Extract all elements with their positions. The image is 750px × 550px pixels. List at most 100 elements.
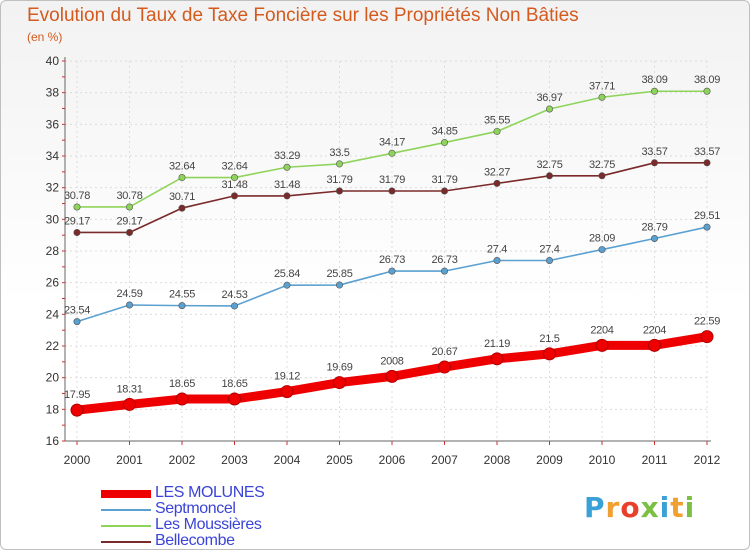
logo-letter: t	[670, 491, 685, 524]
data-label: 35.55	[484, 114, 510, 126]
data-label: 19.69	[326, 362, 352, 374]
data-point	[335, 187, 343, 195]
y-tick-label: 34	[46, 149, 60, 163]
y-tick-label: 36	[46, 117, 60, 131]
logo-letter: x	[640, 491, 660, 524]
data-label: 32.64	[221, 161, 247, 173]
proxiti-logo: Proxiti	[584, 491, 695, 524]
data-label: 32.75	[589, 159, 615, 171]
data-point	[388, 267, 396, 275]
legend-swatch	[101, 490, 151, 498]
data-label: 2204	[643, 324, 666, 336]
data-point	[440, 267, 448, 275]
logo-letter: P	[584, 491, 606, 524]
logo-letter: i	[659, 491, 671, 524]
data-point	[175, 392, 189, 406]
data-point	[493, 127, 501, 135]
data-point	[333, 376, 346, 390]
data-label: 33.29	[274, 150, 300, 162]
x-tick-label: 2004	[274, 453, 301, 467]
data-label: 36.97	[536, 92, 562, 104]
data-label: 34.17	[379, 136, 405, 148]
y-tick-label: 24	[46, 307, 60, 321]
data-label: 38.09	[694, 74, 720, 86]
x-tick-label: 2011	[642, 453, 668, 467]
x-tick-label: 2000	[64, 453, 91, 467]
data-point	[126, 203, 134, 211]
unit-label: (en %)	[27, 30, 63, 44]
data-point	[280, 385, 294, 399]
data-point	[178, 204, 186, 212]
data-point	[703, 87, 711, 95]
data-label: 26.73	[431, 254, 457, 266]
x-tick-label: 2002	[169, 453, 196, 467]
data-point	[545, 105, 553, 113]
data-label: 24.59	[116, 288, 142, 300]
data-point	[440, 139, 448, 147]
data-label: 29.17	[64, 215, 90, 227]
data-label: 33.57	[641, 146, 667, 158]
data-label: 38.09	[641, 74, 667, 86]
x-tick-label: 2001	[116, 453, 143, 467]
x-tick-label: 2008	[484, 453, 511, 467]
data-point	[493, 179, 501, 187]
data-point	[283, 163, 291, 171]
data-point	[438, 360, 451, 374]
data-label: 22.59	[694, 316, 720, 328]
data-point	[126, 301, 134, 309]
data-label: 24.53	[221, 289, 247, 301]
y-tick-label: 32	[46, 181, 60, 195]
data-point	[388, 187, 396, 195]
data-point	[283, 192, 291, 200]
data-point	[440, 187, 448, 195]
data-label: 31.48	[274, 179, 300, 191]
data-label: 18.65	[169, 378, 195, 390]
legend-label: Septmoncel	[155, 500, 236, 517]
data-point	[73, 318, 81, 326]
data-point	[73, 228, 81, 236]
data-point	[700, 330, 714, 344]
legend-swatch	[101, 541, 151, 543]
y-tick-label: 20	[46, 371, 60, 385]
data-point	[178, 174, 186, 182]
data-point	[650, 87, 658, 95]
data-point	[493, 256, 501, 264]
y-tick-label: 38	[46, 86, 60, 100]
legend-label: LES MOLUNES	[155, 484, 265, 501]
data-label: 18.31	[116, 383, 142, 395]
data-point	[283, 281, 291, 289]
logo-letter: r	[605, 491, 621, 524]
data-point	[335, 281, 343, 289]
logo-letter: o	[620, 491, 641, 524]
data-point	[228, 392, 241, 406]
data-point	[543, 347, 556, 361]
data-label: 20.67	[431, 346, 457, 358]
data-point	[335, 160, 343, 168]
y-tick-label: 28	[46, 244, 60, 258]
data-point	[126, 228, 134, 236]
legend-label: Les Moussières	[155, 516, 262, 533]
y-tick-label: 18	[46, 402, 60, 416]
data-label: 31.79	[379, 174, 405, 186]
x-tick-label: 2005	[326, 453, 353, 467]
x-tick-label: 2012	[694, 453, 721, 467]
y-tick-label: 26	[46, 276, 60, 290]
data-label: 29.51	[694, 210, 720, 222]
data-point	[598, 172, 606, 180]
x-tick-label: 2003	[221, 453, 248, 467]
data-point	[703, 223, 711, 231]
y-tick-label: 30	[46, 212, 60, 226]
data-point	[178, 302, 186, 310]
data-label: 29.17	[116, 215, 142, 227]
data-point	[545, 172, 553, 180]
legend-label: Bellecombe	[155, 532, 235, 549]
data-label: 21.19	[484, 338, 510, 350]
data-label: 32.27	[484, 166, 510, 178]
data-point	[650, 159, 658, 167]
data-label: 28.09	[589, 233, 615, 245]
legend-swatch	[101, 509, 151, 511]
data-point	[123, 397, 136, 411]
data-label: 32.64	[169, 161, 195, 173]
data-point	[545, 256, 553, 264]
